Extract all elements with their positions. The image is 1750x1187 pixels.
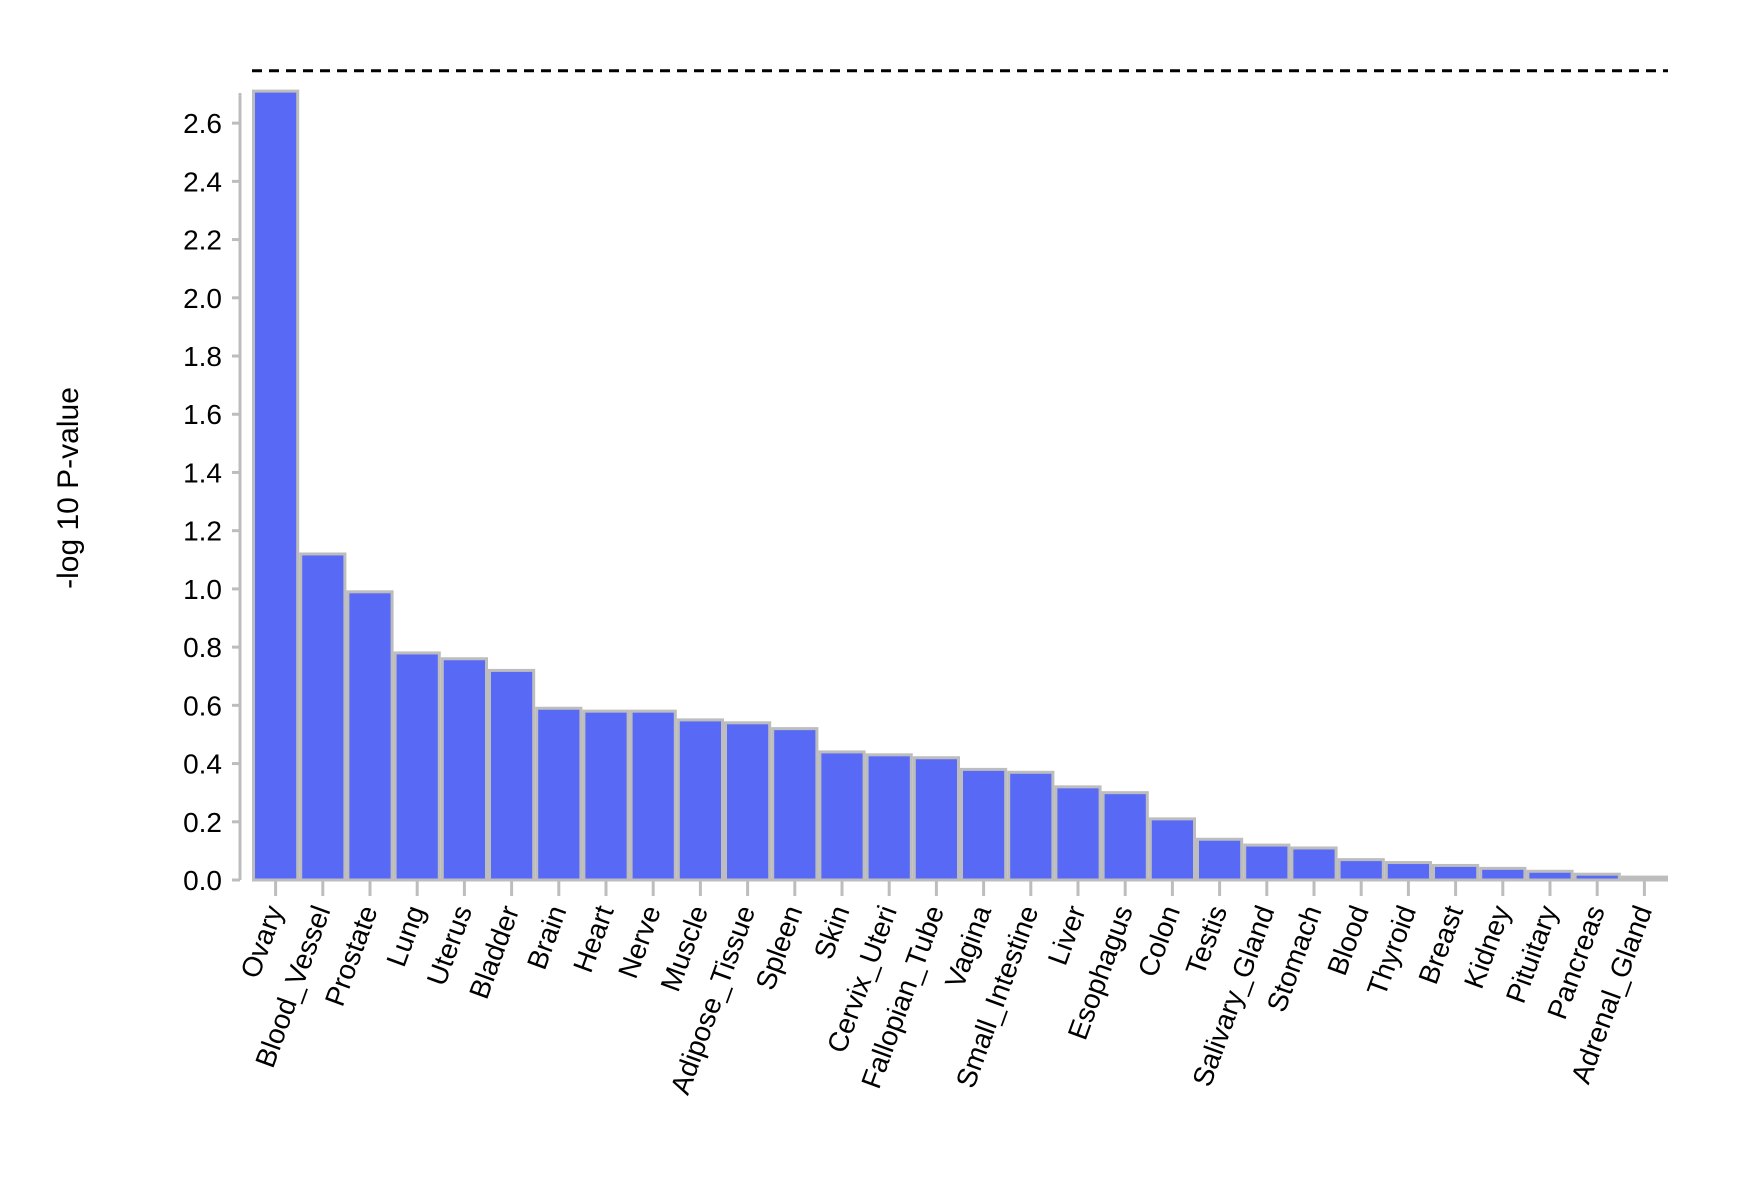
x-tick-label: Blood bbox=[1321, 901, 1375, 979]
bar bbox=[1337, 858, 1385, 882]
x-tick-label: Colon bbox=[1132, 901, 1186, 980]
x-tick-label: Liver bbox=[1042, 901, 1092, 969]
y-tick-label: 1.6 bbox=[183, 399, 222, 430]
x-tick-label: Heart bbox=[567, 901, 620, 976]
y-tick-label: 2.2 bbox=[183, 225, 222, 256]
bar bbox=[535, 706, 583, 882]
bar bbox=[1432, 863, 1480, 882]
y-tick-label: 2.6 bbox=[183, 108, 222, 139]
x-tick-label: Nerve bbox=[612, 901, 667, 982]
bar bbox=[1101, 791, 1149, 882]
y-tick-label: 0.8 bbox=[183, 632, 222, 663]
x-axis-labels: OvaryBlood_VesselProstateLungUterusBladd… bbox=[235, 880, 1658, 1098]
bar bbox=[252, 89, 300, 882]
y-tick-label: 1.8 bbox=[183, 341, 222, 372]
y-tick-label: 1.2 bbox=[183, 516, 222, 547]
bar bbox=[912, 756, 960, 882]
y-tick-label: 1.4 bbox=[183, 457, 222, 488]
x-tick-label: Ovary bbox=[235, 901, 290, 982]
y-axis-ticks: 0.0 0.2 0.4 0.6 0.8 1.0 1.2 1.4 1.6 1.8 2.0 2.2 2.4 2… bbox=[183, 108, 240, 896]
y-axis-title: -log 10 P-value bbox=[52, 387, 85, 589]
y-tick-label: 0.2 bbox=[183, 807, 222, 838]
y-tick-label: 1.0 bbox=[183, 574, 222, 605]
bar bbox=[1054, 785, 1102, 882]
bar bbox=[488, 668, 536, 882]
bar bbox=[818, 750, 866, 882]
axes bbox=[238, 93, 1668, 882]
y-tick-label: 0.6 bbox=[183, 690, 222, 721]
y-tick-label: 2.0 bbox=[183, 283, 222, 314]
bar bbox=[1148, 817, 1197, 882]
bar bbox=[346, 590, 394, 882]
bar bbox=[1384, 861, 1433, 882]
bar bbox=[629, 709, 677, 882]
bar bbox=[1243, 843, 1291, 882]
bar bbox=[393, 651, 441, 882]
bar bbox=[960, 767, 1008, 882]
bar bbox=[1007, 770, 1055, 882]
bars bbox=[252, 89, 1669, 882]
bar bbox=[1479, 866, 1527, 882]
bar bbox=[1196, 837, 1244, 882]
bar bbox=[771, 727, 819, 882]
x-tick-label: Brain bbox=[521, 901, 572, 973]
y-tick-label: 0.0 bbox=[183, 865, 222, 896]
y-tick-label: 0.4 bbox=[183, 749, 222, 780]
bar bbox=[676, 718, 724, 882]
x-tick-label: Lung bbox=[380, 901, 430, 970]
bar bbox=[582, 709, 630, 882]
bar bbox=[865, 753, 913, 882]
x-tick-label: Skin bbox=[808, 901, 856, 963]
bar bbox=[724, 721, 772, 882]
bar bbox=[299, 552, 347, 882]
x-tick-label: Testis bbox=[1180, 901, 1234, 979]
bar bbox=[1290, 846, 1338, 882]
bar bbox=[440, 657, 488, 882]
y-tick-label: 2.4 bbox=[183, 166, 222, 197]
